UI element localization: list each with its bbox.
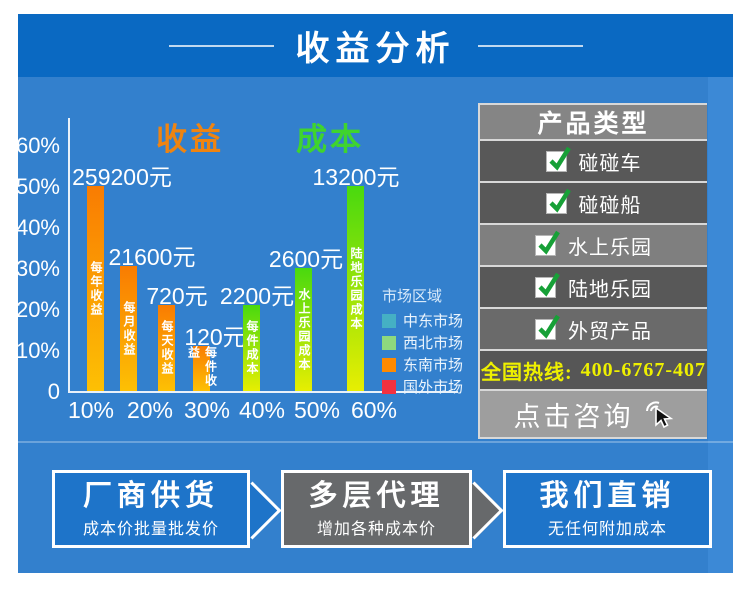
page-title: 收益分析 <box>295 30 456 68</box>
market-legend: 市场区域 中东市场西北市场东南市场国外市场 <box>382 285 463 401</box>
product-checkbox-row[interactable]: 碰碰车 <box>480 141 707 181</box>
legend-color-swatch <box>382 313 396 328</box>
legend-item-label: 国外市场 <box>403 379 464 396</box>
bar-cost: 每件成本 <box>243 305 260 391</box>
y-axis-tick-label: 40% <box>15 215 60 240</box>
bar-value-label: 259200元 <box>72 164 172 190</box>
flow-box-direct-sale: 我们直销 无任何附加成本 <box>503 470 712 548</box>
hotline-label: 全国热线: <box>481 361 573 384</box>
checkbox[interactable] <box>545 146 571 172</box>
y-axis-tick-label: 10% <box>15 338 60 363</box>
checkbox[interactable] <box>535 272 560 298</box>
bar-caption: 陆地乐园成本 <box>349 246 363 331</box>
consult-button[interactable]: 点击咨询 <box>480 391 707 437</box>
flow-box-factory-supply: 厂商供货 成本价批量批发价 <box>52 470 250 548</box>
flow-box-subtitle: 无任何附加成本 <box>547 520 667 538</box>
flow-box-subtitle: 成本价批量批发价 <box>82 520 219 538</box>
bar-cost: 水上乐园成本 <box>295 268 312 391</box>
checkbox[interactable] <box>545 188 571 214</box>
panel-title: 产品类型 <box>480 105 707 139</box>
bar-caption: 每月收益 <box>122 300 136 357</box>
checkbox[interactable] <box>535 314 560 340</box>
legend-color-swatch <box>382 379 396 394</box>
flow-box-multi-agent: 多层代理 增加各种成本价 <box>281 470 472 548</box>
bar-income: 每天收益 <box>158 305 175 391</box>
bar-value-label: 720元 <box>146 283 208 309</box>
x-axis-tick-label: 20% <box>126 397 174 423</box>
flow-box-title: 我们直销 <box>539 479 676 512</box>
legend-color-swatch <box>382 335 396 350</box>
product-label: 碰碰车 <box>578 152 642 175</box>
checkmark-icon <box>538 272 560 297</box>
product-label: 外贸产品 <box>568 320 652 343</box>
market-legend-title: 市场区域 <box>382 288 443 305</box>
bar-cost: 陆地乐园成本 <box>347 186 364 391</box>
market-legend-items: 中东市场西北市场东南市场国外市场 <box>382 313 464 396</box>
bar-value-label: 2600元 <box>268 246 344 272</box>
bar-caption: 水上乐园成本 <box>297 287 311 372</box>
x-axis-line <box>68 391 458 393</box>
legend-color-swatch <box>382 357 396 372</box>
legend-item-label: 东南市场 <box>403 357 464 374</box>
y-axis-tick-label: 20% <box>15 297 60 322</box>
right-accent-strip <box>708 77 733 573</box>
x-axis-tick-label: 50% <box>293 397 341 423</box>
y-axis-tick-label: 0 <box>47 379 60 404</box>
title-decor-line-left <box>168 44 274 47</box>
product-label: 碰碰船 <box>578 194 642 217</box>
bar-caption: 每天收益 <box>160 320 174 376</box>
bar-value-label: 13200元 <box>312 164 400 190</box>
y-axis-tick-label: 30% <box>15 256 60 281</box>
bar-income: 每月收益 <box>120 266 137 391</box>
product-label: 陆地乐园 <box>568 278 652 301</box>
market-legend-item: 西北市场 <box>382 335 464 352</box>
bar-caption: 每年收益 <box>89 260 103 317</box>
product-label: 水上乐园 <box>568 236 652 259</box>
consult-button-label: 点击咨询 <box>513 401 634 432</box>
x-axis-tick-label: 30% <box>183 397 231 423</box>
y-axis-tick-label: 50% <box>15 174 60 199</box>
legend-item-label: 西北市场 <box>403 335 464 352</box>
y-axis-tick-label: 60% <box>15 133 60 158</box>
checkbox[interactable] <box>535 230 560 256</box>
title-decor-line-right <box>477 44 583 47</box>
bar-income: 每年收益 <box>87 186 104 391</box>
bar-value-label: 2200元 <box>219 283 295 309</box>
click-cursor-icon <box>645 401 673 429</box>
bar-value-label: 120元 <box>184 324 246 350</box>
checkmark-icon <box>538 314 560 339</box>
bar-income: 每件收益 <box>187 346 218 391</box>
x-axis-tick-label: 10% <box>67 397 115 423</box>
x-axis-tick-label: 60% <box>350 397 398 423</box>
product-checkbox-row[interactable]: 陆地乐园 <box>480 267 707 307</box>
page-header: 收益分析 <box>18 14 733 77</box>
x-axis-tick-label: 40% <box>238 397 286 423</box>
checkmark-icon <box>548 188 571 213</box>
bar-caption: 每件成本 <box>245 320 259 376</box>
flow-box-title: 多层代理 <box>308 479 445 512</box>
product-checkbox-row[interactable]: 外贸产品 <box>480 309 707 349</box>
flow-box-subtitle: 增加各种成本价 <box>316 520 436 538</box>
cost-series-title: 成本 <box>296 122 364 157</box>
legend-item-label: 中东市场 <box>403 313 464 330</box>
market-legend-item: 国外市场 <box>382 379 464 396</box>
bar-value-label: 21600元 <box>108 244 196 270</box>
y-axis-line <box>68 118 70 393</box>
product-type-panel: 产品类型 碰碰车碰碰船水上乐园陆地乐园外贸产品 全国热线: 400-6767-4… <box>478 103 707 439</box>
flow-box-title: 厂商供货 <box>82 479 219 512</box>
section-divider-line <box>18 441 733 443</box>
product-checkbox-row[interactable]: 水上乐园 <box>480 225 707 265</box>
income-series-title: 收益 <box>156 122 224 157</box>
hotline-row: 全国热线: 400-6767-407 <box>480 351 707 389</box>
market-legend-item: 中东市场 <box>382 313 464 330</box>
bar-caption: 每件收益 <box>186 346 218 388</box>
checkmark-icon <box>538 230 560 255</box>
product-checkbox-row[interactable]: 碰碰船 <box>480 183 707 223</box>
checkmark-icon <box>548 146 571 171</box>
market-legend-item: 东南市场 <box>382 357 464 374</box>
hotline-number: 400-6767-407 <box>580 358 706 381</box>
